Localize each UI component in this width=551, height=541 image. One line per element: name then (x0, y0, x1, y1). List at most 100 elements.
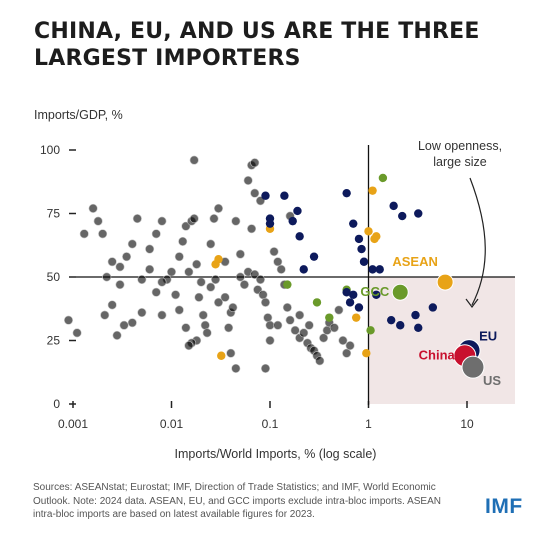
scatter-point-gray (112, 330, 122, 340)
scatter-point-gray (334, 305, 344, 315)
scatter-point-gray (102, 272, 112, 282)
scatter-point-gray (260, 363, 270, 373)
scatter-point-gray (107, 257, 117, 267)
scatter-point-gold (211, 260, 220, 269)
scatter-point-gray (273, 320, 283, 330)
scatter-point-navy (414, 209, 423, 218)
scatter-point-gray (338, 335, 348, 345)
y-tick-label: 75 (47, 207, 61, 221)
scatter-point-navy (386, 315, 396, 325)
scatter-point-navy (354, 303, 364, 312)
scatter-point-gray (100, 310, 110, 320)
scatter-point-gray (235, 272, 245, 282)
y-tick-label: 25 (47, 334, 61, 348)
y-tick-label: 100 (40, 143, 60, 157)
scatter-point-navy (261, 191, 270, 200)
annotation-arrow (469, 177, 486, 306)
scatter-point-gray (115, 262, 125, 272)
x-tick-label: 1 (365, 417, 372, 431)
scatter-point-navy (299, 265, 308, 274)
scatter-point-gray (194, 292, 204, 302)
scatter-point-gray (132, 214, 142, 224)
scatter-point-gray (211, 275, 221, 285)
y-tick-label: 50 (47, 270, 61, 284)
scatter-point-gray (196, 277, 206, 287)
scatter-point-gray (239, 280, 249, 290)
point-label-asean: ASEAN (392, 254, 438, 269)
scatter-point-navy (342, 188, 351, 198)
scatter-point-gray (184, 267, 194, 277)
scatter-point-gray (98, 229, 108, 239)
scatter-point-gray (250, 188, 260, 198)
scatter-point-gray (72, 328, 82, 338)
scatter-point-navy (428, 303, 438, 312)
scatter-point-navy (349, 290, 358, 299)
scatter-point-gray (63, 315, 73, 325)
scatter-point-gray (167, 267, 177, 277)
scatter-point-gray (231, 363, 241, 373)
point-label-us: US (483, 373, 501, 388)
point-label-china: China (419, 348, 456, 363)
x-tick-label: 0.01 (160, 417, 184, 431)
scatter-point-gray (206, 239, 216, 249)
x-tick-label: 0.001 (58, 417, 88, 431)
scatter-point-gray (127, 318, 137, 328)
scatter-point-gray (122, 252, 132, 262)
source-note: Sources: ASEANstat; Eurostat; IMF, Direc… (33, 482, 441, 520)
scatter-point-gray (228, 302, 238, 312)
scatter-point-navy (354, 234, 364, 244)
scatter-point-navy (357, 244, 366, 254)
scatter-point-navy (345, 298, 355, 307)
scatter-point-gray (198, 310, 208, 320)
scatter-point-gray (200, 320, 210, 330)
scatter-point-gray (224, 323, 234, 333)
scatter-point-gray (107, 300, 117, 310)
scatter-point-navy (398, 211, 407, 221)
scatter-point-gray (265, 335, 275, 345)
scatter-point-gray (235, 249, 245, 259)
scatter-point-gray (250, 158, 260, 168)
scatter-point-navy (280, 191, 289, 200)
scatter-point-green (366, 326, 375, 335)
scatter-point-gray (184, 341, 194, 351)
scatter-point-navy (295, 232, 304, 241)
y-tick-label: 0 (53, 397, 60, 411)
scatter-point-navy (372, 290, 381, 299)
scatter-point-gold (368, 186, 377, 195)
scatter-point-gray (295, 310, 305, 320)
scatter-point-gray (178, 236, 188, 246)
scatter-point-gray (258, 290, 268, 300)
x-axis-label: Imports/World Imports, % (log scale) (174, 447, 377, 461)
scatter-point-green (312, 298, 322, 307)
scatter-point-gray (174, 305, 184, 315)
scatter-point-gray (265, 320, 275, 330)
scatter-point-gray (243, 175, 253, 185)
scatter-point-gray (189, 214, 199, 224)
scatter-point-gray (255, 275, 265, 285)
scatter-point-gray (247, 224, 257, 234)
y-axis-label: Imports/GDP, % (34, 108, 123, 122)
scatter-point-gray (226, 348, 236, 358)
scatter-point-gray (206, 282, 216, 292)
scatter-point-gray (273, 257, 283, 267)
scatter-point-gray (93, 216, 103, 226)
scatter-point-gray (213, 297, 223, 307)
scatter-point-navy (359, 257, 369, 266)
x-tick-label: 0.1 (262, 417, 279, 431)
scatter-point-gray (171, 290, 181, 300)
scatter-point-gray (269, 247, 279, 257)
scatter-point-gray (127, 239, 137, 249)
scatter-point-gray (157, 310, 167, 320)
scatter-point-navy (375, 265, 384, 274)
scatter-point-gray (260, 297, 270, 307)
labeled-point-us (461, 355, 485, 379)
scatter-point-gray (202, 328, 212, 338)
scatter-point-gray (315, 356, 325, 366)
scatter-point-gray (119, 320, 129, 330)
scatter-point-gray (79, 229, 89, 239)
scatter-point-gray (151, 229, 161, 239)
scatter-point-navy (309, 252, 319, 261)
scatter-point-gray (290, 325, 300, 335)
scatter-point-gray (231, 216, 241, 226)
scatter-point-gray (285, 315, 295, 325)
